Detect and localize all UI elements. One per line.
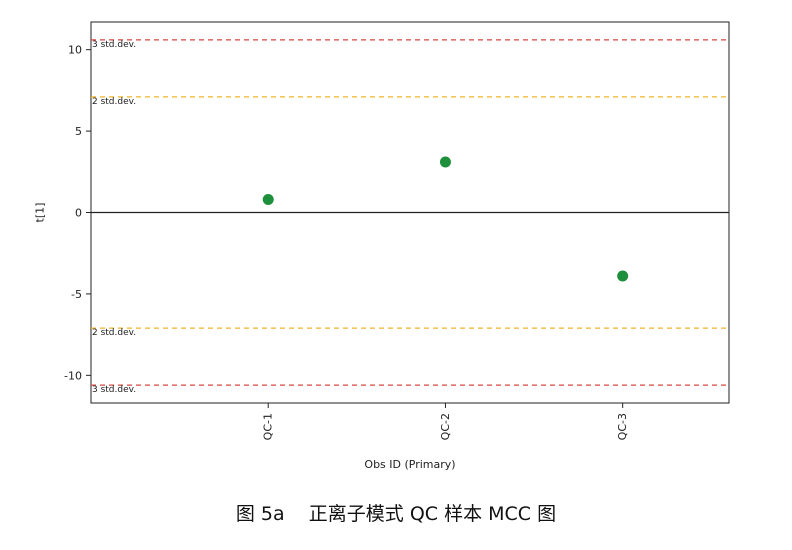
x-tick-label: QC-1 xyxy=(262,413,275,440)
y-axis-label: t[1] xyxy=(34,203,47,223)
figure-caption: 图 5a 正离子模式 QC 样本 MCC 图 xyxy=(235,503,557,525)
y-axis-ticks: 10 5 0 -5 -10 xyxy=(64,44,91,382)
data-point xyxy=(439,156,451,168)
x-tick-label: QC-2 xyxy=(439,413,452,440)
y-tick-label: -5 xyxy=(71,288,82,301)
reference-line-label: 3 std.dev. xyxy=(92,40,136,50)
data-point xyxy=(617,270,629,282)
data-points xyxy=(262,156,629,282)
y-tick-label: 10 xyxy=(68,44,82,57)
reference-line-label: 3 std.dev. xyxy=(92,385,136,395)
reference-line-label: 2 std.dev. xyxy=(92,97,136,107)
y-tick-label: 0 xyxy=(75,207,82,220)
x-axis-label: Obs ID (Primary) xyxy=(364,458,455,471)
mcc-chart: 3 std.dev.2 std.dev.2 std.dev.3 std.dev.… xyxy=(34,21,730,471)
reference-lines: 3 std.dev. 2 std.dev. 2 std.dev. 3 std.dev. xyxy=(91,39,729,395)
y-tick-label: -10 xyxy=(64,369,82,382)
x-tick-label: QC-3 xyxy=(616,413,629,440)
reference-line-label: 2 std.dev. xyxy=(92,328,136,338)
y-tick-label: 5 xyxy=(75,125,82,138)
x-axis-ticks: QC-1 QC-2 QC-3 xyxy=(262,403,629,440)
data-point xyxy=(262,193,274,205)
